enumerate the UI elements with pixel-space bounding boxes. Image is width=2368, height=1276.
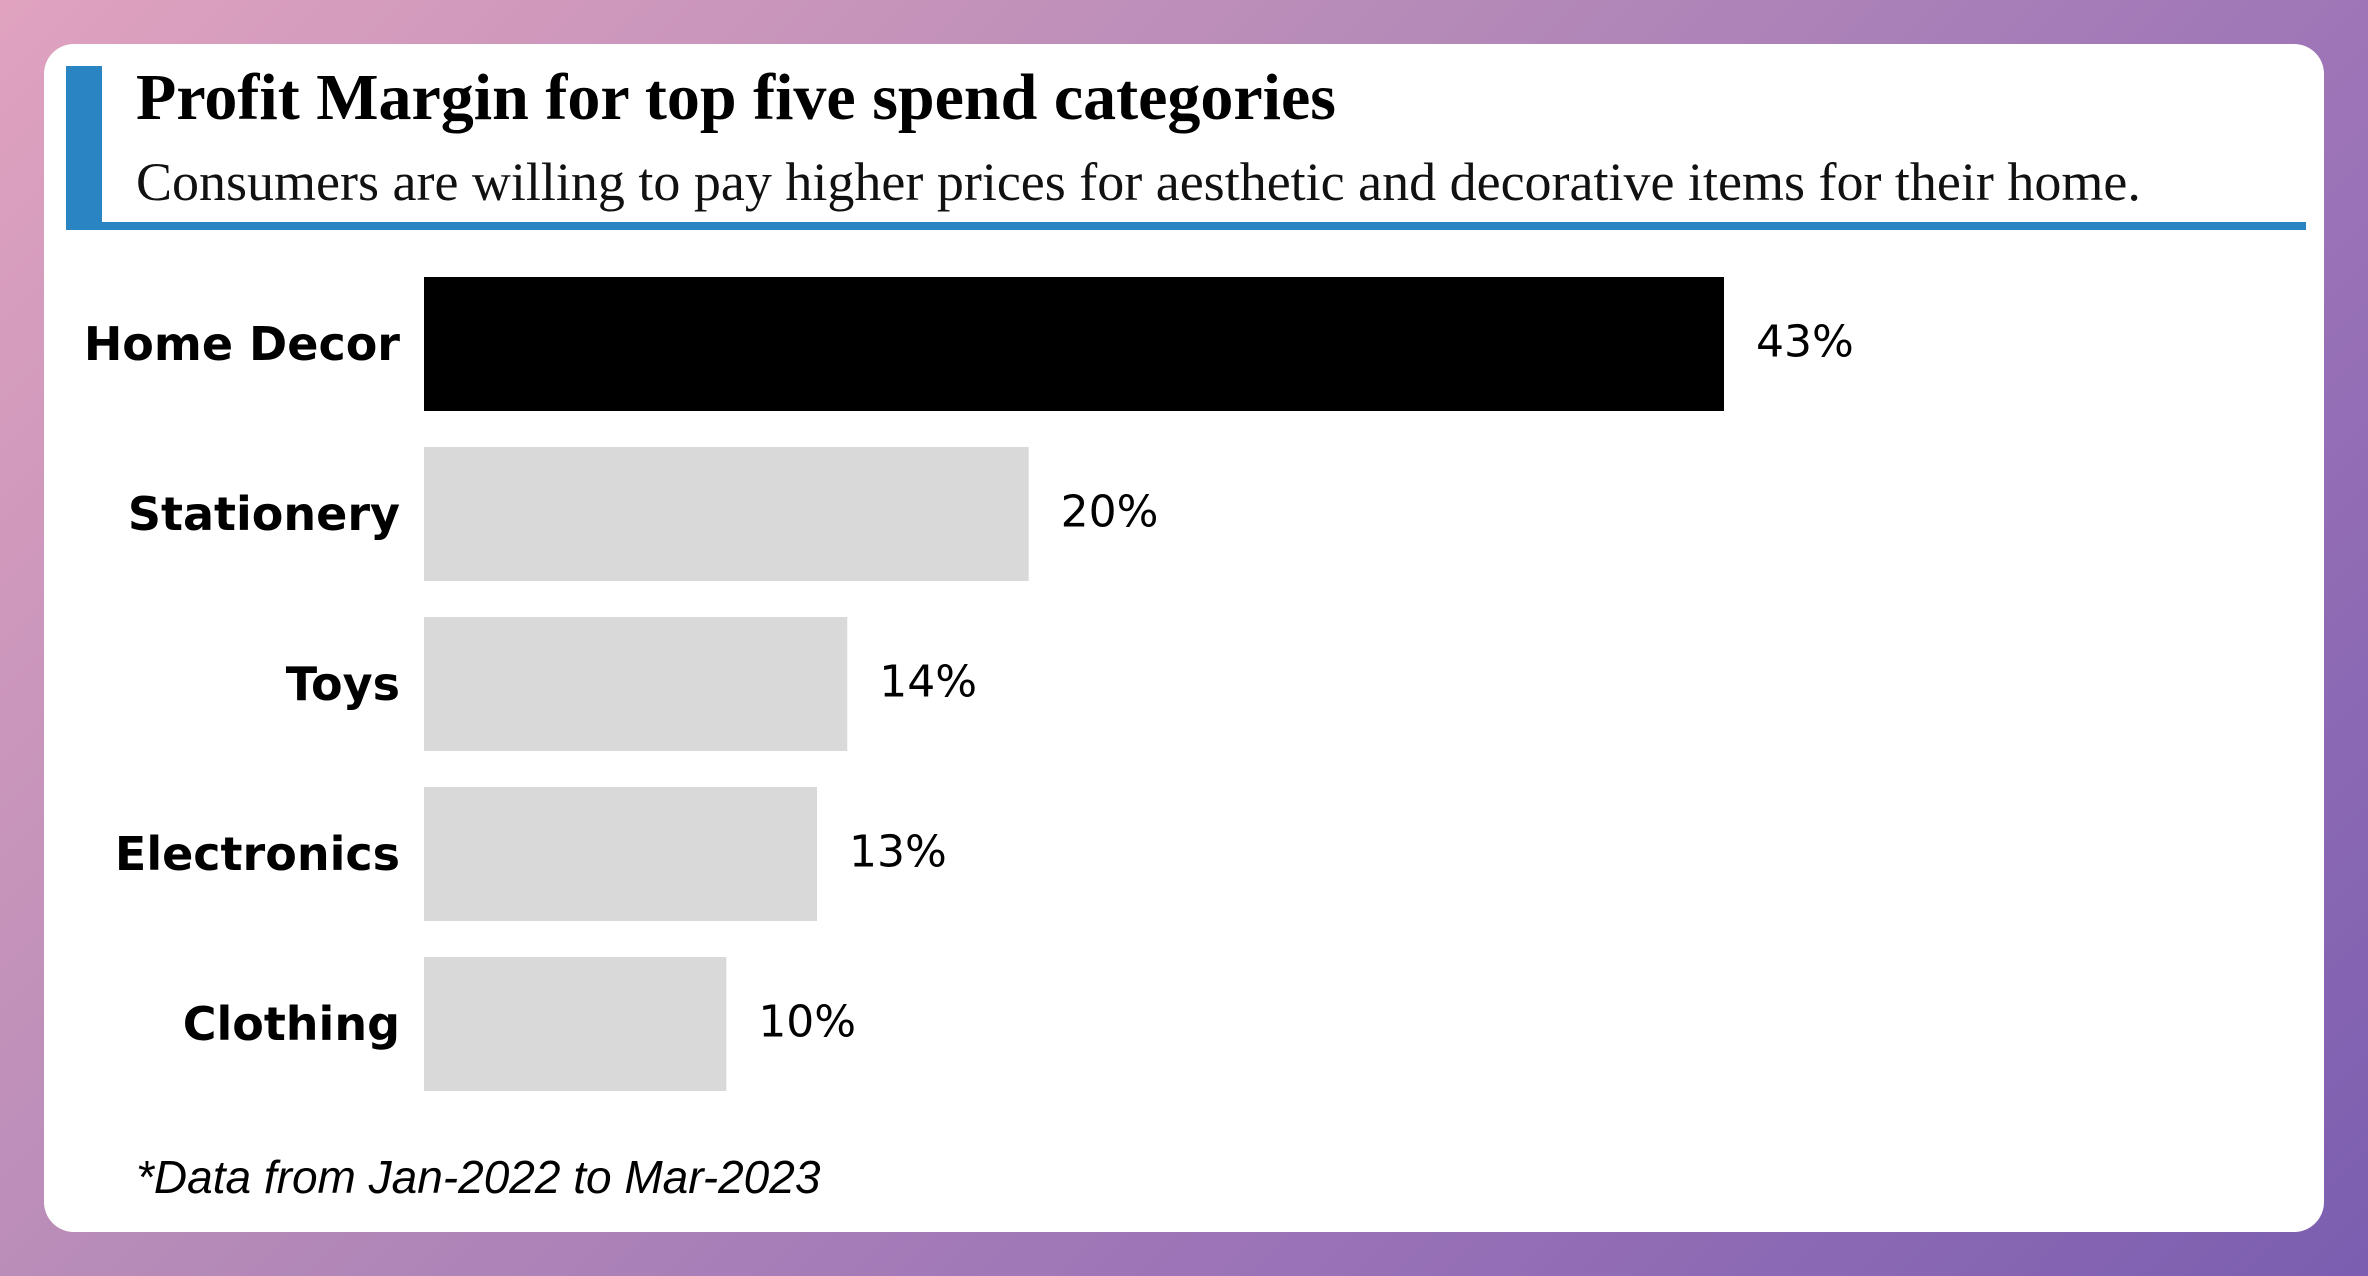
title-accent-bar <box>66 66 102 226</box>
value-label-stationery: 20% <box>1061 487 1159 538</box>
value-label-home-decor: 43% <box>1756 317 1854 368</box>
bar-electronics <box>424 787 818 921</box>
chart-subtitle: Consumers are willing to pay higher pric… <box>136 152 2141 212</box>
category-label-stationery: Stationery <box>128 487 400 541</box>
header-divider <box>66 222 2306 230</box>
chart-title: Profit Margin for top five spend categor… <box>136 61 1336 134</box>
bar-toys <box>424 617 848 751</box>
category-label-clothing: Clothing <box>183 997 400 1051</box>
value-label-electronics: 13% <box>849 827 947 878</box>
category-label-toys: Toys <box>286 657 400 711</box>
bar-chart: Home Decor 43% Stationery 20% Toys 14% Electro… <box>84 277 1854 1091</box>
category-label-electronics: Electronics <box>115 827 400 881</box>
value-label-toys: 14% <box>879 657 977 708</box>
bar-clothing <box>424 957 727 1091</box>
category-label-home-decor: Home Decor <box>84 317 400 371</box>
data-range-footnote: *Data from Jan-2022 to Mar-2023 <box>136 1151 821 1203</box>
bar-stationery <box>424 447 1029 581</box>
value-label-clothing: 10% <box>758 997 856 1048</box>
chart-card: Profit Margin for top five spend categor… <box>44 44 2324 1232</box>
bar-home-decor <box>424 277 1724 411</box>
